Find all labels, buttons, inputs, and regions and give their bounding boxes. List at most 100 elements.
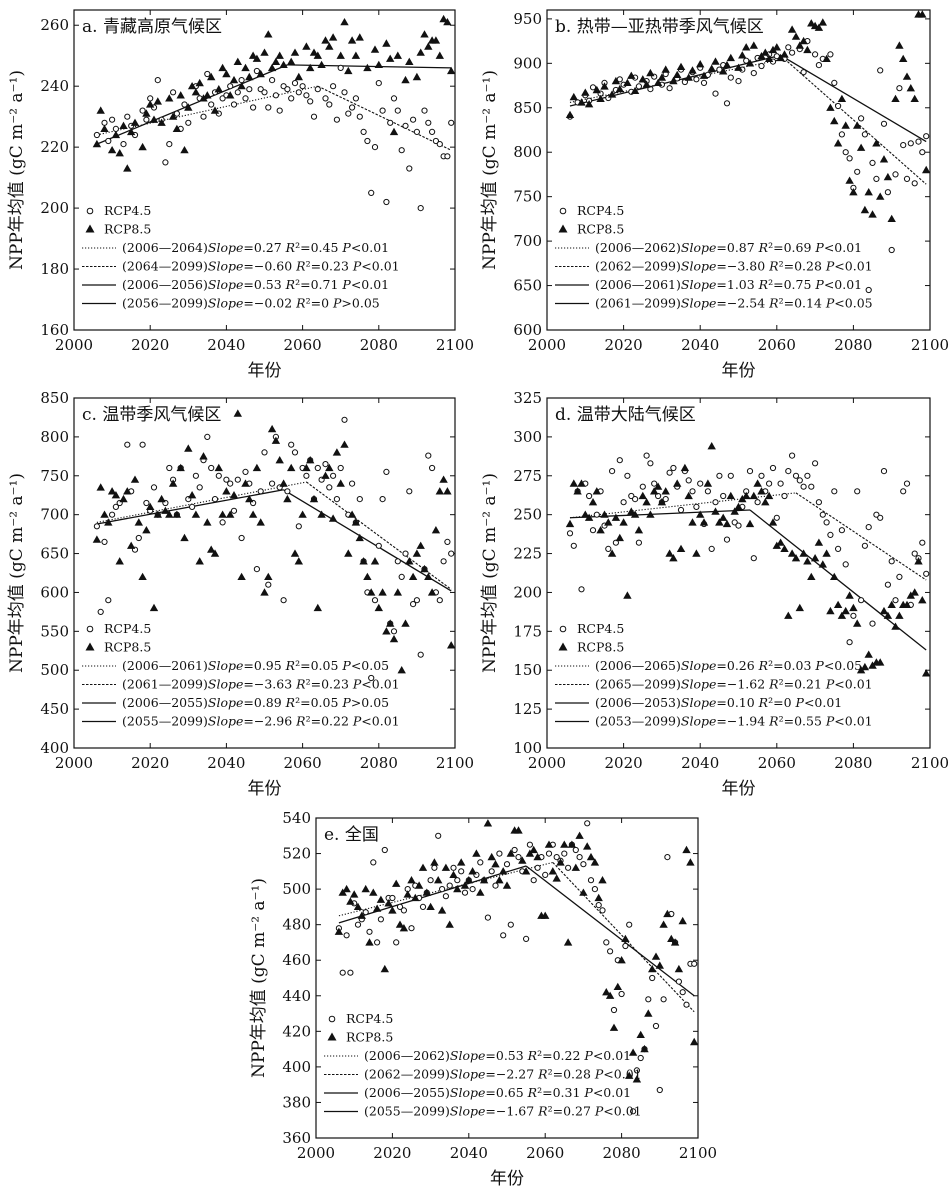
legend: RCP4.5 RCP8.5 (2006—2062)Slope=0.53 R²=0.2…	[324, 1011, 642, 1119]
point-rcp85-29	[719, 67, 728, 75]
point-rcp85-66	[818, 560, 827, 568]
point-rcp45-83	[429, 128, 436, 135]
legend-label: (2053—2099)Slope=−1.94 R²=0.55 P<0.01	[595, 714, 873, 729]
x-tick-label: 2020	[605, 336, 643, 354]
point-rcp85-29	[676, 544, 686, 552]
point-rcp85-62	[571, 863, 580, 871]
point-rcp45-50	[758, 472, 765, 479]
point-rcp45-41	[723, 536, 731, 543]
point-rcp45-70	[900, 142, 907, 149]
point-rcp85-18	[161, 506, 170, 514]
point-rcp45-85	[429, 464, 436, 472]
point-rcp85-56	[325, 42, 334, 50]
y-tick-label: 700	[513, 232, 542, 250]
point-rcp85-35	[226, 510, 235, 518]
point-rcp45-75	[398, 147, 405, 154]
point-rcp85-64	[810, 554, 820, 562]
point-rcp45-32	[727, 74, 734, 81]
point-rcp85-51	[761, 498, 770, 506]
point-rcp85-24	[688, 66, 697, 74]
plot-frame	[546, 9, 931, 331]
point-rcp45-26	[435, 832, 442, 839]
point-rcp85-81	[443, 18, 452, 26]
point-rcp85-65	[868, 210, 877, 218]
y-tick-label: 950	[513, 10, 542, 28]
point-rcp45-1	[101, 119, 108, 126]
point-rcp85-36	[229, 491, 239, 499]
point-rcp45-71	[607, 948, 614, 955]
point-rcp45-37	[708, 545, 715, 553]
point-rcp85-92	[686, 858, 695, 866]
point-rcp45-33	[461, 889, 469, 896]
y-tick-label: 400	[40, 739, 69, 757]
point-rcp45-17	[632, 496, 639, 503]
point-rcp85-21	[673, 70, 682, 78]
point-rcp45-57	[330, 83, 337, 90]
point-rcp85-49	[279, 479, 288, 487]
point-rcp85-85	[416, 541, 425, 549]
point-rcp85-15	[392, 879, 401, 887]
point-rcp45-12	[143, 499, 150, 507]
legend-label: (2061—2099)Slope=−2.54 R²=0.14 P<0.05	[595, 296, 873, 311]
y-tick-label: 325	[513, 389, 542, 407]
data-layer	[565, 442, 930, 677]
point-rcp85-27	[707, 64, 716, 72]
legend-label: (2006—2064)Slope=0.27 R²=0.45 P<0.01	[122, 240, 389, 255]
legend: RCP4.5 RCP8.5 (2006—2065)Slope=0.26 R²=0.0…	[555, 621, 873, 729]
point-rcp45-4	[112, 125, 120, 132]
point-rcp45-9	[370, 859, 377, 866]
point-rcp45-76	[626, 921, 633, 928]
point-rcp45-81	[413, 597, 420, 604]
point-rcp45-70	[603, 939, 610, 946]
point-rcp85-70	[359, 557, 368, 565]
point-rcp85-36	[241, 63, 250, 72]
point-rcp85-49	[807, 19, 816, 27]
point-rcp85-82	[405, 557, 414, 565]
point-rcp85-6	[596, 94, 605, 102]
point-rcp85-64	[864, 188, 873, 196]
point-rcp85-42	[252, 463, 262, 472]
point-rcp45-73	[390, 95, 398, 102]
point-rcp45-88	[903, 480, 911, 487]
x-axis-label: 年份	[248, 361, 282, 381]
point-rcp85-34	[222, 487, 231, 495]
point-rcp45-15	[393, 939, 400, 946]
point-rcp85-52	[309, 48, 319, 56]
point-rcp45-69	[368, 674, 375, 682]
point-rcp45-77	[398, 573, 405, 581]
x-axis-label: 年份	[248, 779, 282, 799]
point-rcp45-92	[919, 539, 926, 546]
point-rcp85-57	[784, 611, 793, 619]
point-rcp45-1	[339, 969, 346, 976]
point-rcp45-71	[375, 542, 382, 549]
point-rcp85-73	[613, 982, 622, 990]
point-rcp85-12	[627, 71, 636, 79]
point-rcp85-70	[887, 214, 896, 222]
point-rcp85-66	[586, 852, 596, 861]
point-rcp85-44	[260, 588, 269, 596]
point-rcp85-8	[596, 526, 605, 534]
point-rcp85-39	[715, 518, 724, 526]
point-rcp85-75	[906, 84, 915, 92]
point-rcp85-28	[441, 863, 451, 871]
point-rcp85-82	[879, 606, 889, 615]
point-rcp85-37	[476, 888, 485, 896]
point-rcp85-8	[123, 487, 132, 495]
point-rcp85-93	[447, 641, 455, 649]
point-rcp85-29	[203, 518, 212, 526]
point-rcp45-66	[819, 511, 826, 518]
point-rcp85-34	[696, 510, 705, 518]
point-rcp85-66	[374, 60, 383, 68]
point-rcp45-26	[700, 79, 708, 87]
point-rcp45-65	[584, 820, 591, 827]
point-rcp45-38	[758, 62, 765, 70]
point-rcp85-55	[544, 840, 554, 848]
point-rcp45-60	[861, 131, 869, 138]
point-rcp45-76	[923, 133, 930, 140]
point-rcp85-74	[416, 48, 425, 56]
point-rcp85-25	[696, 60, 705, 68]
point-rcp45-93	[691, 960, 698, 967]
point-rcp85-88	[670, 938, 680, 946]
point-rcp45-76	[402, 122, 409, 129]
point-rcp85-63	[355, 33, 364, 41]
